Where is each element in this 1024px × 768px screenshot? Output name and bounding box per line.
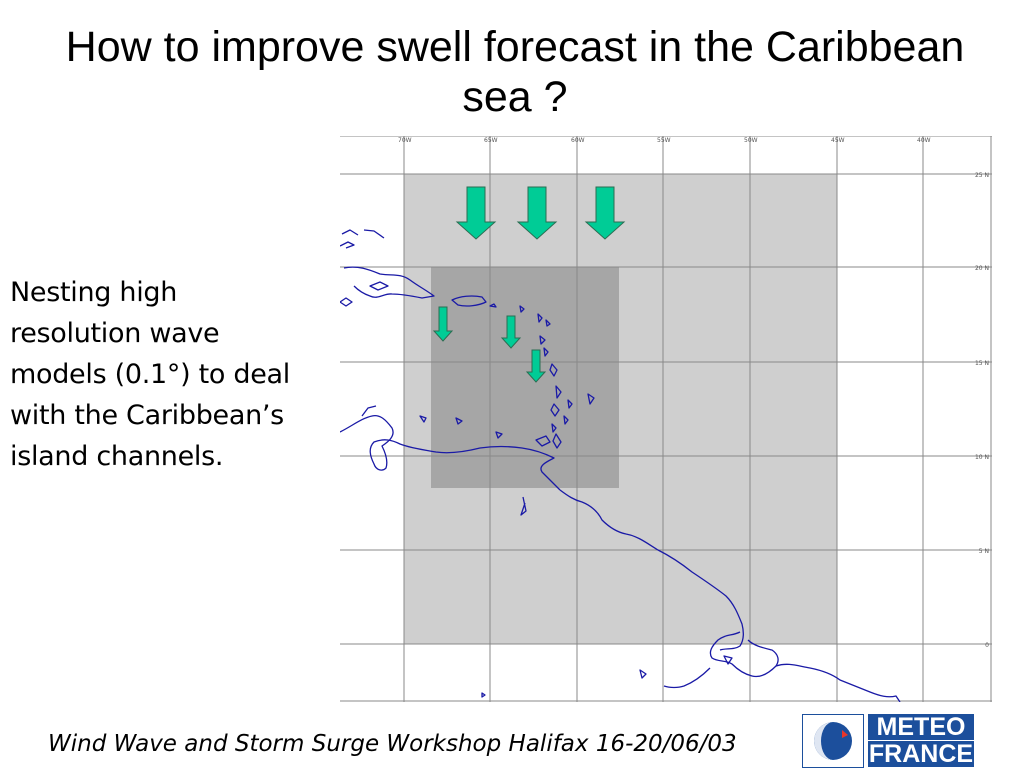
lon-label: 40W [917, 137, 931, 144]
lon-label: 70W [398, 137, 412, 144]
logo-word-meteo: METEO [868, 714, 974, 740]
lat-label: 10 N [975, 454, 989, 461]
lat-label: 25 N [975, 172, 989, 179]
down-arrow-icon [432, 306, 454, 342]
logo-word-france: FRANCE [868, 740, 974, 768]
down-arrow-icon [516, 186, 558, 240]
footer-text: Wind Wave and Storm Surge Workshop Halif… [48, 731, 737, 757]
lon-label: 50W [744, 137, 758, 144]
lon-label: 45W [831, 137, 845, 144]
large-arrows [455, 186, 626, 240]
meteo-france-logo: METEO FRANCE [802, 714, 974, 768]
lat-label: 20 N [975, 265, 989, 272]
body-text: Nesting high resolution wave models (0.1… [10, 277, 290, 472]
lat-label: 0 [985, 642, 989, 649]
down-arrow-icon [455, 186, 497, 240]
nested-domain [431, 267, 619, 488]
coastlines [339, 229, 901, 703]
down-arrow-icon [525, 349, 547, 383]
slide-title: How to improve swell forecast in the Car… [65, 23, 965, 121]
lon-label: 55W [657, 137, 671, 144]
gridlines [340, 135, 992, 702]
down-arrow-icon [500, 315, 522, 349]
lon-label: 65W [484, 137, 498, 144]
lat-label: 5 N [979, 548, 989, 555]
lon-label: 60W [571, 137, 585, 144]
down-arrow-icon [584, 186, 626, 240]
lat-label: 15 N [975, 360, 989, 367]
small-arrows [432, 306, 547, 383]
caribbean-map: 70W 65W 60W 55W 50W 45W 40W 25 N 20 N 15… [339, 135, 992, 703]
globe-icon [802, 714, 864, 768]
